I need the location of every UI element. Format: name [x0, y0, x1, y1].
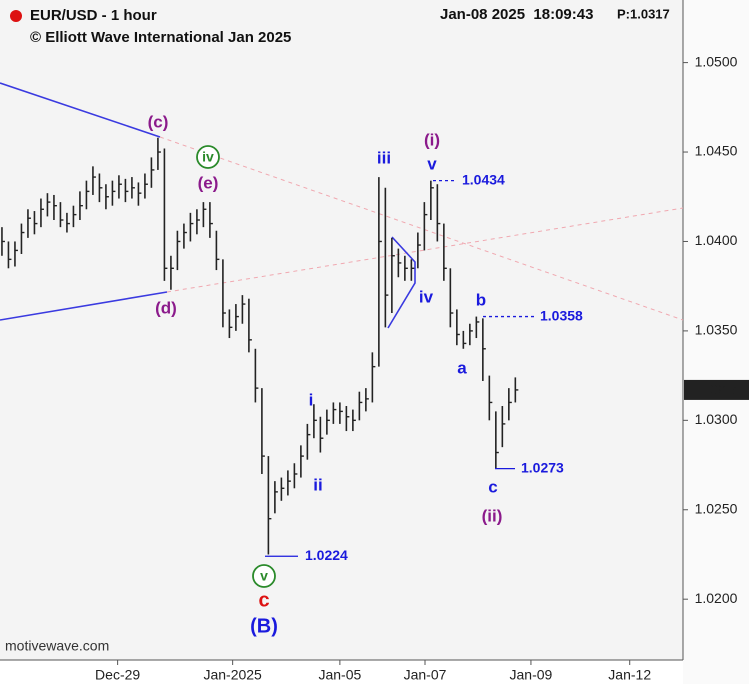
x-tick-label: Jan-09: [510, 667, 553, 683]
plot-area: [0, 0, 683, 660]
wave-label: (e): [198, 173, 219, 192]
wave-label: v: [260, 568, 268, 584]
wave-label: (c): [148, 112, 169, 131]
wave-circle: [196, 145, 220, 169]
triangle: [387, 236, 416, 329]
footer: motivewave.com: [5, 638, 109, 654]
status-dot: [10, 10, 22, 22]
wave-label: iv: [202, 149, 214, 165]
wave-label: (B): [250, 615, 278, 637]
wave-label: v: [427, 154, 437, 173]
x-tick-label: Dec-29: [95, 667, 140, 683]
subtitle: © Elliott Wave International Jan 2025: [30, 29, 291, 46]
wave-label: a: [457, 358, 467, 377]
y-tick-label: 1.0250: [695, 500, 738, 516]
last-price-tag: [684, 379, 749, 400]
wave-label: iv: [419, 287, 434, 306]
y-tick-label: 1.0350: [695, 322, 738, 338]
wave-label: (ii): [482, 506, 503, 525]
trend-line: [0, 291, 168, 321]
x-tick-label: Jan-12: [608, 667, 651, 683]
price-level-label: 1.0273: [521, 459, 564, 475]
wave-label: c: [488, 477, 497, 496]
wave-label: c: [258, 589, 269, 611]
x-tick-label: Jan-05: [318, 667, 361, 683]
price-level-label: 1.0224: [305, 547, 348, 563]
price-level-label: 1.0434: [462, 171, 505, 187]
wave-label: (i): [424, 130, 440, 149]
title: EUR/USD - 1 hour: [30, 7, 157, 24]
price-level-label: 1.0358: [540, 307, 583, 323]
trend-line-extension: [166, 207, 684, 293]
x-tick-label: Jan-07: [404, 667, 447, 683]
y-tick-label: 1.0300: [695, 411, 738, 427]
wave-label: iii: [377, 148, 391, 167]
trend-line: [0, 82, 161, 138]
wave-circle: [252, 564, 276, 588]
last-price-label: 1.0317: [695, 382, 738, 398]
y-tick-label: 1.0500: [695, 53, 738, 69]
wave-label: ii: [313, 475, 322, 494]
wave-label: i: [309, 390, 314, 409]
y-tick-label: 1.0400: [695, 232, 738, 248]
price-axis-panel: [683, 0, 749, 684]
price-label: P:1.0317: [617, 6, 670, 21]
y-tick-label: 1.0200: [695, 590, 738, 606]
timestamp: Jan-08 2025 18:09:43: [440, 6, 593, 23]
wave-label: (d): [155, 298, 177, 317]
wave-label: b: [476, 290, 486, 309]
y-tick-label: 1.0450: [695, 143, 738, 159]
x-tick-label: Jan-2025: [203, 667, 262, 683]
